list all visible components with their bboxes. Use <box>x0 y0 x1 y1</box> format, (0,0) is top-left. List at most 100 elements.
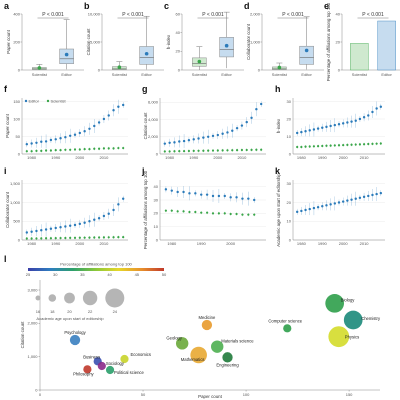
scientist-point <box>182 149 186 153</box>
y-tick-label: 2,000 <box>250 11 261 16</box>
editor-point <box>97 121 101 124</box>
scientist-point <box>300 145 303 149</box>
field-label: Business <box>83 354 100 359</box>
scientist-point <box>78 236 81 239</box>
field-bubble <box>83 365 92 374</box>
x-tick-label: 2000 <box>339 155 349 160</box>
field-label: Economics <box>130 352 150 357</box>
editor-point <box>329 203 332 206</box>
panel-label: j <box>141 166 145 176</box>
editor-point <box>371 110 374 114</box>
editor-point <box>73 133 77 136</box>
scientist-point <box>83 236 86 239</box>
scientist-point <box>117 146 120 150</box>
scientist-point <box>245 148 248 152</box>
editor-point <box>112 208 115 212</box>
y-tick-label: 0 <box>35 387 38 392</box>
scientist-point <box>229 212 232 216</box>
editor-point <box>49 138 53 142</box>
editor-point <box>97 217 101 220</box>
panel-label: i <box>4 166 7 176</box>
editor-point <box>182 190 185 194</box>
x-tick-label: 2000 <box>226 241 236 246</box>
x-tick-label: 2000 <box>75 155 85 160</box>
size-legend-title: Academic age upon start of editorship <box>36 316 104 321</box>
size-legend-label: 24 <box>113 309 118 314</box>
y-axis-label: Percentage of affiliations among top 100 <box>326 2 331 81</box>
y-tick-label: 1,000 <box>27 354 38 359</box>
scientist-point <box>102 236 106 239</box>
scientist-point <box>188 210 191 214</box>
y-tick-label: 0 <box>289 151 292 156</box>
scientist-point <box>30 150 33 153</box>
editor-point <box>40 229 43 232</box>
scientist-point <box>325 144 328 147</box>
editor-point <box>102 214 106 218</box>
editor-point <box>176 190 179 194</box>
colorbar-title: Percentage of affiliations among top 100 <box>60 262 132 267</box>
panel-g: g 0 2,000 4,000 6,000 1980 1990 2000 2010 Citatio… <box>142 84 266 160</box>
editor-point <box>25 231 29 234</box>
x-tick-label: 1980 <box>297 155 307 160</box>
field-bubble <box>328 326 350 348</box>
panel-label: f <box>4 84 8 94</box>
scientist-point <box>197 149 200 152</box>
field-bubble <box>120 354 129 364</box>
x-tick-label: 2010 <box>360 155 370 160</box>
scientist-point <box>64 148 67 151</box>
editor-point <box>337 201 341 204</box>
field-label: Sociology <box>106 361 125 366</box>
editor-point <box>112 109 115 112</box>
mean-marker <box>37 66 42 70</box>
scientist-point <box>88 236 91 239</box>
scientist-point <box>49 237 53 240</box>
scientist-point <box>350 143 353 146</box>
y-tick-label: 0 <box>258 67 261 72</box>
editor-point <box>117 203 120 206</box>
scientist-point <box>223 212 226 215</box>
editor-point <box>379 105 383 108</box>
editor-point <box>362 116 366 119</box>
scientist-point <box>54 149 57 152</box>
scientist-point <box>216 149 219 152</box>
scientist-point <box>112 236 115 239</box>
scientist-point <box>73 148 77 151</box>
field-bubble <box>190 346 207 364</box>
editor-point <box>221 132 224 135</box>
scientist-point <box>187 149 191 153</box>
panel-f: f 0 50 100 150 1980 1990 2000 2010 Paper count Edi… <box>4 84 128 160</box>
editor-point <box>178 140 181 143</box>
editor-point <box>59 226 62 229</box>
y-tick-label: 20 <box>336 39 341 44</box>
field-bubble <box>325 293 345 313</box>
scientist-point <box>231 149 234 152</box>
y-tick-label: 40 <box>176 30 181 35</box>
editor-point <box>379 191 383 195</box>
field-bubble <box>283 324 292 333</box>
editor-point <box>107 212 110 215</box>
y-tick-label: 60 <box>176 11 181 16</box>
scientist-point <box>333 144 336 147</box>
scientist-point <box>40 237 43 240</box>
p-value: P < 0.001 <box>362 12 384 18</box>
editor-point <box>375 107 378 110</box>
scientist-point <box>107 236 110 239</box>
scientist-point <box>93 236 96 239</box>
editor-point <box>325 204 328 207</box>
editor-point <box>308 129 311 132</box>
field-label: Engineering <box>216 362 239 367</box>
x-tick-label: 2000 <box>339 241 349 246</box>
x-tick-label: 2010 <box>99 155 109 160</box>
x-tick-label: 1980 <box>297 241 307 246</box>
bar <box>377 20 396 71</box>
editor-point <box>170 189 173 192</box>
editor-point <box>354 197 357 200</box>
editor-point <box>93 218 96 221</box>
y-tick-label: 0 <box>156 151 159 156</box>
scientist-point <box>44 237 48 240</box>
scientist-point <box>247 213 250 216</box>
y-tick-label: 0 <box>178 67 181 72</box>
editor-point <box>35 141 38 144</box>
scientist-point <box>168 150 171 153</box>
scientist-point <box>35 149 38 152</box>
